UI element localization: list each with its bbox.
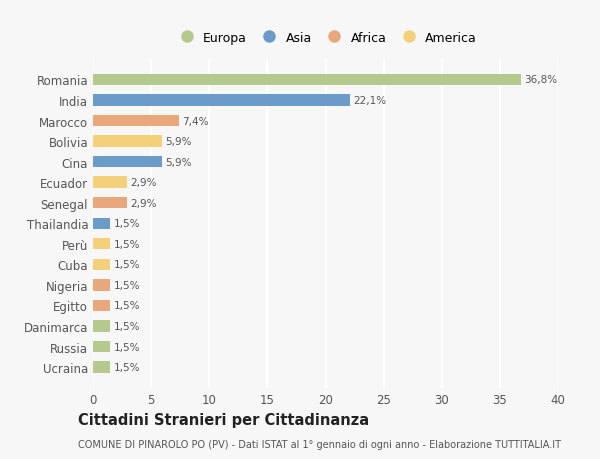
Bar [93,239,110,250]
Text: Cittadini Stranieri per Cittadinanza: Cittadini Stranieri per Cittadinanza [78,413,369,428]
Bar [93,218,110,230]
Text: 7,4%: 7,4% [182,116,209,126]
Text: COMUNE DI PINAROLO PO (PV) - Dati ISTAT al 1° gennaio di ogni anno - Elaborazion: COMUNE DI PINAROLO PO (PV) - Dati ISTAT … [78,440,561,449]
Text: 1,5%: 1,5% [114,301,140,311]
Text: 1,5%: 1,5% [114,260,140,270]
Text: 1,5%: 1,5% [114,280,140,290]
Legend: Europa, Asia, Africa, America: Europa, Asia, Africa, America [169,27,482,50]
Bar [93,280,110,291]
Text: 1,5%: 1,5% [114,239,140,249]
Text: 1,5%: 1,5% [114,321,140,331]
Bar [93,321,110,332]
Bar [93,177,127,188]
Text: 36,8%: 36,8% [524,75,557,85]
Bar [93,136,161,147]
Bar [93,259,110,270]
Bar [93,75,521,86]
Bar [93,95,350,106]
Bar [93,362,110,373]
Text: 1,5%: 1,5% [114,219,140,229]
Text: 22,1%: 22,1% [353,96,386,106]
Text: 2,9%: 2,9% [130,178,157,188]
Text: 1,5%: 1,5% [114,362,140,372]
Bar [93,116,179,127]
Bar [93,300,110,311]
Bar [93,341,110,353]
Bar [93,157,161,168]
Text: 5,9%: 5,9% [165,157,191,167]
Bar [93,198,127,209]
Text: 1,5%: 1,5% [114,342,140,352]
Text: 2,9%: 2,9% [130,198,157,208]
Text: 5,9%: 5,9% [165,137,191,147]
